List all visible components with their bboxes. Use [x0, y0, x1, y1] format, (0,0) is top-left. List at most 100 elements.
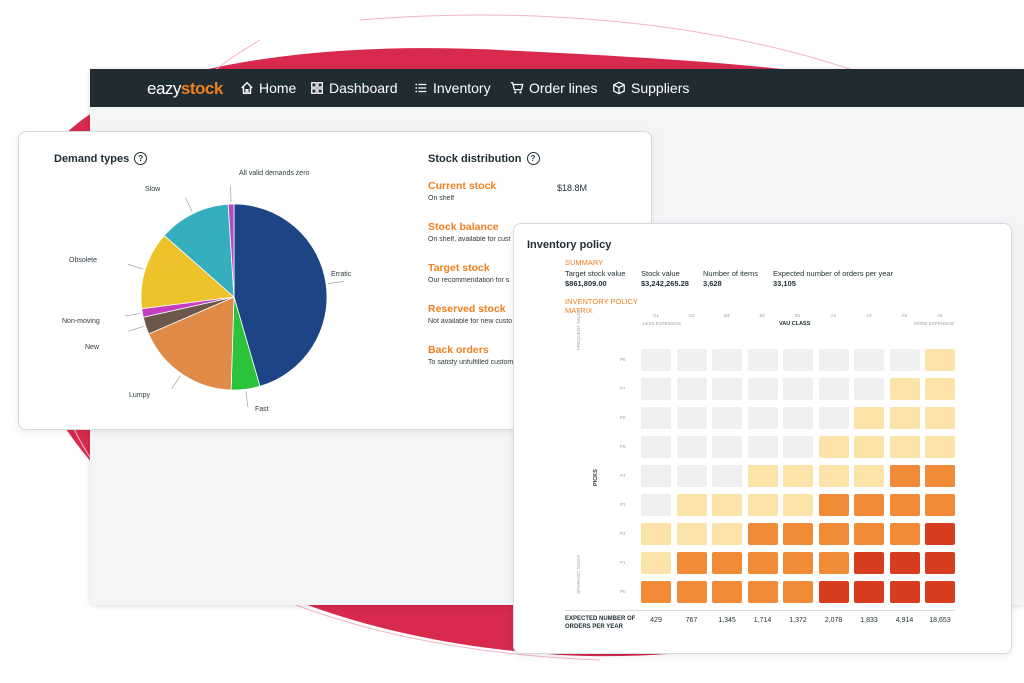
matrix-cell[interactable]: [676, 552, 707, 574]
matrix-cell[interactable]: [712, 436, 742, 458]
matrix-cell[interactable]: [818, 552, 849, 574]
matrix-cell[interactable]: [676, 349, 707, 371]
matrix-cell[interactable]: [854, 465, 884, 487]
matrix-cell[interactable]: [854, 552, 884, 574]
matrix-cell[interactable]: [854, 523, 884, 545]
matrix-cell[interactable]: [925, 349, 955, 371]
help-icon[interactable]: ?: [526, 152, 540, 165]
pie-slice-slow[interactable]: [163, 203, 235, 298]
matrix-cell[interactable]: [783, 436, 813, 458]
matrix-cell[interactable]: [783, 494, 813, 516]
summary-items-value: 3,628: [703, 279, 722, 288]
matrix-cell[interactable]: [712, 581, 742, 603]
matrix-cell[interactable]: [676, 407, 707, 429]
matrix-cell[interactable]: [925, 552, 955, 574]
matrix-cell[interactable]: [747, 349, 778, 371]
matrix-cell[interactable]: [747, 407, 778, 429]
matrix-cell[interactable]: [818, 581, 849, 603]
nav-order-lines[interactable]: Order lines: [510, 80, 597, 96]
matrix-cell[interactable]: [889, 407, 920, 429]
matrix-cell[interactable]: [747, 378, 778, 400]
matrix-cell[interactable]: [925, 465, 955, 487]
matrix-cell[interactable]: [854, 436, 884, 458]
matrix-cell[interactable]: [783, 378, 813, 400]
pie-slice-all-valid-demands-zero[interactable]: [227, 203, 235, 298]
matrix-cell[interactable]: [712, 378, 742, 400]
matrix-cell[interactable]: [854, 378, 884, 400]
matrix-cell[interactable]: [889, 378, 920, 400]
nav-suppliers[interactable]: Suppliers: [612, 80, 689, 96]
matrix-cell[interactable]: [925, 407, 955, 429]
matrix-cell[interactable]: [641, 581, 671, 603]
matrix-cell[interactable]: [676, 436, 707, 458]
matrix-cell[interactable]: [783, 523, 813, 545]
matrix-cell[interactable]: [854, 349, 884, 371]
matrix-cell[interactable]: [783, 407, 813, 429]
matrix-cell[interactable]: [818, 436, 849, 458]
matrix-cell[interactable]: [676, 465, 707, 487]
matrix-cell[interactable]: [925, 494, 955, 516]
matrix-cell[interactable]: [889, 349, 920, 371]
matrix-cell[interactable]: [676, 581, 707, 603]
matrix-cell[interactable]: [641, 378, 671, 400]
matrix-cell[interactable]: [818, 349, 849, 371]
pie-slice-lumpy[interactable]: [148, 296, 235, 391]
matrix-cell[interactable]: [712, 349, 742, 371]
matrix-cell[interactable]: [854, 581, 884, 603]
matrix-cell[interactable]: [925, 523, 955, 545]
matrix-cell[interactable]: [854, 494, 884, 516]
matrix-cell[interactable]: [712, 523, 742, 545]
matrix-cell[interactable]: [889, 465, 920, 487]
matrix-cell[interactable]: [818, 494, 849, 516]
matrix-cell[interactable]: [641, 436, 671, 458]
summary-label: SUMMARY: [565, 258, 604, 267]
matrix-cell[interactable]: [747, 581, 778, 603]
matrix-cell[interactable]: [818, 378, 849, 400]
matrix-cell[interactable]: [676, 378, 707, 400]
matrix-divider: [565, 610, 955, 611]
matrix-cell[interactable]: [889, 436, 920, 458]
matrix-cell[interactable]: [783, 349, 813, 371]
matrix-cell[interactable]: [712, 494, 742, 516]
matrix-cell[interactable]: [712, 552, 742, 574]
matrix-cell[interactable]: [676, 494, 707, 516]
matrix-cell[interactable]: [676, 523, 707, 545]
matrix-cell[interactable]: [783, 581, 813, 603]
eazystock-logo[interactable]: eazystock: [147, 79, 223, 98]
matrix-cell[interactable]: [712, 407, 742, 429]
matrix-cell[interactable]: [641, 523, 671, 545]
matrix-cell[interactable]: [747, 494, 778, 516]
matrix-cell[interactable]: [889, 494, 920, 516]
pie-label-lumpy: Lumpy: [129, 392, 151, 399]
pie-slice-obsolete[interactable]: [140, 234, 235, 310]
matrix-cell[interactable]: [747, 523, 778, 545]
matrix-cell[interactable]: [854, 407, 884, 429]
matrix-cell[interactable]: [818, 523, 849, 545]
matrix-cell[interactable]: [889, 552, 920, 574]
matrix-cell[interactable]: [925, 378, 955, 400]
matrix-cell[interactable]: [818, 465, 849, 487]
nav-dashboard[interactable]: Dashboard: [310, 80, 398, 96]
matrix-cell[interactable]: [641, 552, 671, 574]
matrix-cell[interactable]: [889, 523, 920, 545]
matrix-cell[interactable]: [818, 407, 849, 429]
matrix-cell[interactable]: [925, 436, 955, 458]
matrix-cell[interactable]: [783, 552, 813, 574]
nav-home[interactable]: Home: [240, 80, 296, 96]
matrix-cell[interactable]: [641, 494, 671, 516]
matrix-cell[interactable]: [747, 465, 778, 487]
matrix-cell[interactable]: [889, 581, 920, 603]
matrix-cell[interactable]: [641, 349, 671, 371]
matrix-cell[interactable]: [641, 465, 671, 487]
matrix-cell[interactable]: [641, 407, 671, 429]
help-icon[interactable]: ?: [134, 152, 148, 165]
matrix-cell[interactable]: [747, 552, 778, 574]
matrix-cell[interactable]: [712, 465, 742, 487]
stock-balance-title: Stock balance: [428, 221, 499, 233]
pie-slice-erratic[interactable]: [233, 203, 328, 387]
nav-inventory[interactable]: Inventory: [414, 80, 491, 96]
matrix-cell[interactable]: [747, 436, 778, 458]
orders-value: 4,914: [895, 617, 914, 624]
matrix-cell[interactable]: [925, 581, 955, 603]
matrix-cell[interactable]: [783, 465, 813, 487]
